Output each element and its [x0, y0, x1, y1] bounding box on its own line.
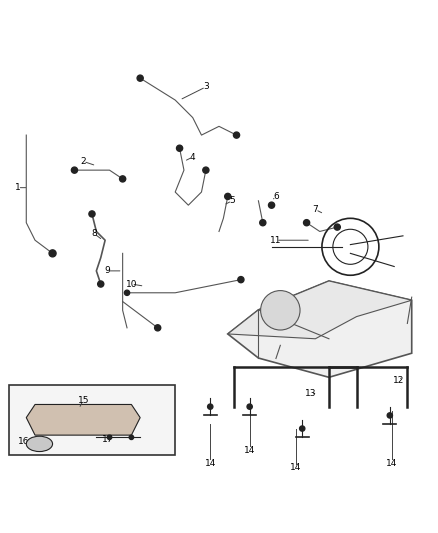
Text: 14: 14 — [290, 464, 301, 472]
Circle shape — [155, 325, 161, 331]
Text: 9: 9 — [104, 266, 110, 276]
Polygon shape — [26, 405, 140, 435]
Circle shape — [300, 426, 305, 431]
Ellipse shape — [26, 436, 53, 451]
Circle shape — [334, 224, 340, 230]
Text: 1: 1 — [14, 183, 21, 192]
Circle shape — [98, 281, 104, 287]
Polygon shape — [228, 281, 412, 339]
Circle shape — [177, 145, 183, 151]
Text: 15: 15 — [78, 395, 89, 405]
Text: 10: 10 — [126, 279, 137, 288]
Circle shape — [137, 75, 143, 81]
Circle shape — [268, 202, 275, 208]
Text: 12: 12 — [393, 376, 404, 385]
Text: 14: 14 — [386, 459, 398, 468]
Text: 16: 16 — [18, 437, 30, 446]
Text: 3: 3 — [203, 83, 209, 92]
Bar — [9, 385, 175, 455]
Text: 14: 14 — [205, 459, 216, 468]
Circle shape — [107, 435, 112, 440]
Text: 11: 11 — [270, 236, 282, 245]
Circle shape — [129, 435, 134, 440]
Circle shape — [233, 132, 240, 138]
Circle shape — [247, 404, 252, 409]
Text: 17: 17 — [102, 435, 113, 444]
Circle shape — [225, 193, 231, 199]
Circle shape — [304, 220, 310, 226]
Text: 4: 4 — [190, 152, 195, 161]
Polygon shape — [228, 281, 412, 377]
Text: 14: 14 — [244, 446, 255, 455]
Ellipse shape — [261, 290, 300, 330]
Circle shape — [238, 277, 244, 282]
Text: 7: 7 — [312, 205, 318, 214]
Circle shape — [71, 167, 78, 173]
Circle shape — [387, 413, 392, 418]
Circle shape — [120, 176, 126, 182]
Circle shape — [49, 250, 56, 257]
Circle shape — [203, 167, 209, 173]
Text: 2: 2 — [81, 157, 86, 166]
Text: 8: 8 — [91, 229, 97, 238]
Circle shape — [208, 404, 213, 409]
Circle shape — [124, 290, 130, 295]
Text: 6: 6 — [273, 192, 279, 201]
Text: 5: 5 — [229, 196, 235, 205]
Circle shape — [89, 211, 95, 217]
Circle shape — [260, 220, 266, 226]
Text: 13: 13 — [305, 389, 317, 398]
